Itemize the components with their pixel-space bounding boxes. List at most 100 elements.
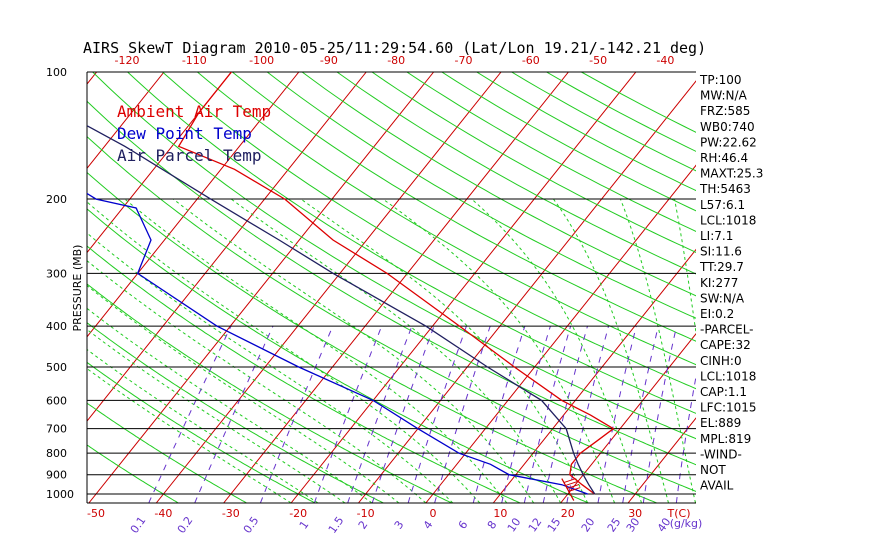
dry-adiabat-line: [301, 72, 696, 297]
stat-line: EL:889: [700, 416, 741, 430]
moist-adiabat-line: [553, 198, 669, 503]
mixing-ratio-label: 25: [605, 516, 624, 535]
isotherm-line: [627, 417, 696, 503]
legend: Ambient Air Temp Dew Point Temp Air Parcel…: [117, 102, 271, 165]
data-series: [87, 72, 615, 501]
bottom-temp-tick-label: -30: [222, 507, 240, 520]
dry-adiabat-line: [87, 444, 179, 503]
dry-adiabat-line: [127, 72, 696, 414]
stat-line: KI:277: [700, 276, 738, 290]
moist-adiabat-line: [87, 284, 400, 503]
mixing-ratio-unit-label: (g/kg): [670, 517, 703, 530]
dry-adiabat-line: [476, 72, 696, 192]
isotherm-line: [155, 72, 502, 503]
pressure-tick-label: 200: [46, 193, 67, 206]
mixing-ratio-line: [148, 325, 232, 503]
moist-adiabat-line: [87, 328, 346, 503]
pressure-tick-label: 800: [46, 447, 67, 460]
stat-line: FRZ:585: [700, 104, 750, 118]
stat-line: L57:6.1: [700, 198, 745, 212]
stat-line: WB0:740: [700, 120, 755, 134]
stat-line: TP:100: [699, 73, 742, 87]
legend-item: Ambient Air Temp: [117, 102, 271, 121]
mixing-ratio-label: 2: [356, 518, 371, 531]
stat-line: MW:N/A: [700, 89, 748, 103]
isotherm-line: [87, 72, 232, 254]
dry-adiabat-line: [87, 283, 452, 503]
dry-adiabat-line: [336, 72, 696, 275]
top-temp-tick-label: -50: [589, 54, 607, 67]
isotherm-line: [425, 164, 696, 503]
stat-line: CAPE:32: [700, 338, 751, 352]
mixing-ratio-label: 8: [485, 518, 500, 531]
dry-adiabat-line: [231, 72, 696, 342]
mixing-ratio-line: [597, 325, 637, 503]
moist-adiabat-line: [87, 367, 292, 503]
pressure-tick-label: 300: [46, 267, 67, 280]
stat-line: RH:46.4: [700, 151, 748, 165]
dry-adiabat-line: [87, 322, 384, 503]
dry-adiabat-line: [87, 100, 696, 466]
series-line: [87, 124, 596, 495]
isotherm-line: [87, 72, 165, 170]
dry-adiabat-line: [406, 72, 696, 232]
dry-adiabat-line: [162, 72, 696, 390]
bottom-temp-tick-label: 10: [493, 507, 507, 520]
mixing-ratio-line: [313, 325, 383, 503]
mixing-ratio-label: 0.1: [128, 514, 149, 536]
mixing-ratio-line: [642, 325, 678, 503]
bottom-temp-tick-label: -50: [87, 507, 105, 520]
bottom-temp-tick-label: -40: [154, 507, 172, 520]
mixing-ratio-label: 0.2: [175, 514, 196, 536]
top-temp-tick-label: -40: [656, 54, 674, 67]
wind-barb-flag: [565, 481, 578, 487]
mixing-ratio-label: 6: [456, 518, 471, 531]
pressure-tick-label: 1000: [46, 488, 74, 501]
pressure-tick-label: 700: [46, 423, 67, 436]
wind-barb-flag: [568, 487, 581, 493]
stat-line: SI:11.6: [700, 245, 742, 259]
isotherm-line: [0, 72, 29, 503]
y-axis-title: PRESSURE (MB): [71, 245, 84, 332]
moist-adiabat-line: [87, 201, 481, 503]
dry-adiabat-line: [87, 402, 247, 503]
dry-adiabat-line: [266, 72, 696, 319]
top-temp-tick-label: -100: [249, 54, 274, 67]
dry-adiabat-line: [87, 361, 316, 503]
temp-unit-label: T(C): [667, 507, 691, 520]
dry-adiabat-line: [441, 72, 696, 212]
mixing-ratio-line: [194, 325, 274, 503]
isotherm-line: [87, 72, 367, 422]
mixing-ratio-line: [501, 325, 551, 503]
mixing-ratio-label: 12: [526, 516, 545, 535]
moist-adiabat-line: [382, 198, 616, 503]
wind-barb-flag: [563, 478, 576, 484]
isotherm-line: [830, 72, 870, 503]
isotherm-line: [763, 72, 870, 503]
pressure-tick-label: 600: [46, 394, 67, 407]
stat-line: PW:22.62: [700, 135, 757, 149]
bottom-temp-tick-label: 30: [628, 507, 642, 520]
mixing-ratio-label: 4: [421, 518, 436, 531]
isotherm-line: [87, 72, 300, 338]
moist-adiabat-line: [619, 198, 696, 503]
moist-adiabat-line: [124, 198, 508, 503]
top-temp-tick-label: -70: [455, 54, 473, 67]
mixing-ratio-line: [566, 325, 609, 503]
bottom-temp-tick-label: -10: [357, 507, 375, 520]
background-lines: [0, 72, 870, 503]
stat-line: -PARCEL-: [700, 323, 754, 337]
mixing-ratio-label: 3: [392, 518, 407, 531]
moist-adiabat-line: [300, 198, 589, 503]
stat-line: TH:5463: [699, 182, 751, 196]
stat-line: -WIND-: [700, 447, 742, 461]
isotherm-line: [492, 248, 696, 503]
stat-line: CAP:1.1: [700, 385, 747, 399]
chart-title: AIRS SkewT Diagram 2010-05-25/11:29:54.6…: [83, 39, 706, 57]
dry-adiabat-line: [197, 72, 696, 366]
dry-adiabat-line: [92, 72, 696, 440]
stat-line: LCL:1018: [700, 369, 756, 383]
moist-adiabat-line: [230, 198, 562, 503]
stat-line: LCL:1018: [700, 213, 756, 227]
